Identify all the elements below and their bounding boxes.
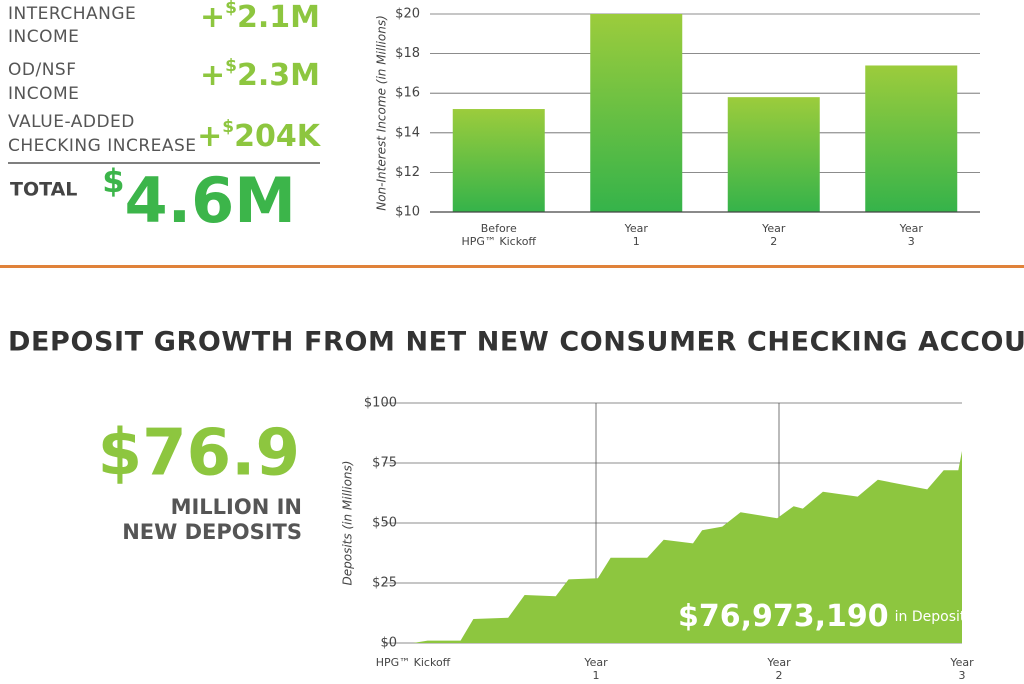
stat-currency: $ <box>225 56 237 76</box>
x-tick-label: HPG™ Kickoff <box>376 656 451 669</box>
stat-sign: + <box>197 119 222 154</box>
stat-amount: 2.1M <box>237 0 320 35</box>
y-tick-label: $50 <box>372 516 397 531</box>
y-tick-label: $25 <box>372 576 397 591</box>
heading: DEPOSIT GROWTH FROM NET NEW CONSUMER CHE… <box>8 327 1024 358</box>
x-tick-label: Year <box>899 222 924 235</box>
y-tick-label: $20 <box>395 7 420 22</box>
area <box>413 451 962 643</box>
x-tick-label: Year <box>949 656 974 669</box>
y-axis-label: Deposits (in Millions) <box>341 461 355 586</box>
stat-label: CHECKING INCREASE <box>8 136 197 156</box>
stat-currency: $ <box>222 117 234 137</box>
annotation-unit: in Deposits <box>895 609 973 625</box>
total-value: $4.6M <box>102 162 296 237</box>
stat-amount: 2.3M <box>237 58 320 93</box>
total-currency: $ <box>102 162 124 200</box>
y-tick-label: $75 <box>372 456 397 471</box>
stat-value: +$204K <box>197 117 322 154</box>
bar <box>727 97 820 212</box>
x-tick-label: Year <box>766 656 791 669</box>
stat-sign: + <box>200 58 225 93</box>
annotation-amount: $76,973,190 <box>678 599 889 634</box>
x-tick-label: Before <box>481 222 517 235</box>
y-tick-label: $14 <box>395 125 420 140</box>
y-tick-label: $16 <box>395 86 420 101</box>
divider <box>0 265 1024 268</box>
y-tick-label: $10 <box>395 205 420 220</box>
x-tick-label: Year <box>761 222 786 235</box>
total-label: TOTAL <box>10 179 77 201</box>
x-tick-label: HPG™ Kickoff <box>461 235 536 248</box>
stat-label: INCOME <box>8 84 79 104</box>
x-tick-label: 3 <box>959 669 966 682</box>
y-tick-label: $100 <box>364 396 397 411</box>
x-tick-label: 1 <box>593 669 600 682</box>
stat-label: INCOME <box>8 27 79 47</box>
stat-label: VALUE-ADDED <box>8 112 135 132</box>
bar <box>452 109 545 212</box>
x-tick-label: 3 <box>908 235 915 248</box>
stat-value: +$2.1M <box>200 0 320 35</box>
x-tick-label: 1 <box>633 235 640 248</box>
annotation: $76,973,190 in Deposits <box>678 599 973 634</box>
stat-label: INTERCHANGE <box>8 4 136 24</box>
y-tick-label: $18 <box>395 46 420 61</box>
stat-value: +$2.3M <box>200 56 320 93</box>
deposits-caption: NEW DEPOSITS <box>122 520 302 544</box>
y-tick-label: $0 <box>380 636 397 651</box>
total-amount: 4.6M <box>124 164 296 237</box>
x-tick-label: 2 <box>770 235 777 248</box>
bar <box>590 14 683 212</box>
bar <box>865 65 958 212</box>
stat-label: OD/NSF <box>8 60 77 80</box>
deposits-amount: $76.9 <box>98 417 300 491</box>
y-axis-label: Non-Interest Income (in Millions) <box>375 15 389 211</box>
stat-amount: 204K <box>234 119 322 154</box>
x-tick-label: Year <box>583 656 608 669</box>
deposits-caption: MILLION IN <box>171 495 302 519</box>
x-tick-label: 2 <box>776 669 783 682</box>
x-tick-label: Year <box>624 222 649 235</box>
stat-sign: + <box>200 0 225 35</box>
stat-currency: $ <box>225 0 237 18</box>
y-tick-label: $12 <box>395 165 420 180</box>
